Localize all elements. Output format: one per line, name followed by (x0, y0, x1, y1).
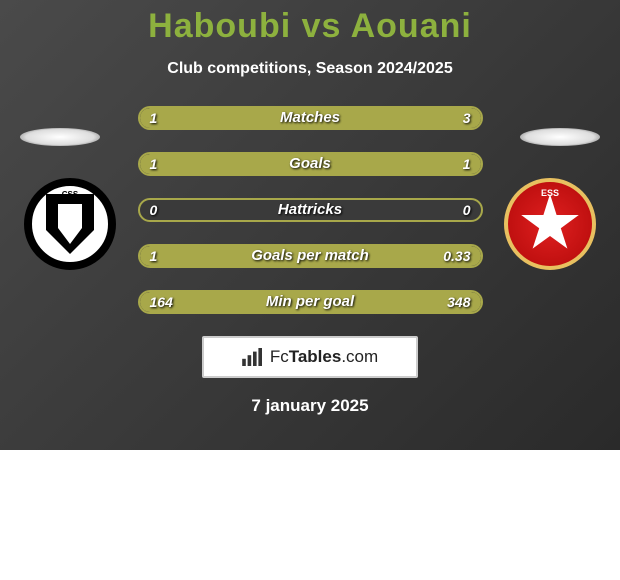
stat-row-matches: 1 Matches 3 (138, 106, 483, 130)
stat-row-goals: 1 Goals 1 (138, 152, 483, 176)
stat-fill-right (395, 246, 480, 266)
player-left-shadow (20, 128, 100, 146)
fctables-logo-text: FcTables.com (270, 347, 378, 367)
stat-value-left: 0 (150, 200, 158, 220)
fctables-logo: FcTables.com (202, 336, 418, 378)
stat-fill-left (140, 246, 396, 266)
stat-row-hattricks: 0 Hattricks 0 (138, 198, 483, 222)
infographic-container: Haboubi vs Aouani Club competitions, Sea… (0, 0, 620, 450)
logo-main: Tables (289, 347, 342, 366)
player-right-shadow (520, 128, 600, 146)
stat-fill-left (140, 108, 225, 128)
stat-fill-right (310, 154, 481, 174)
logo-suffix: .com (341, 347, 378, 366)
stats-bars: 1 Matches 3 1 Goals 1 0 Hattricks 0 1 Go… (138, 106, 483, 314)
stat-fill-right (225, 108, 481, 128)
stat-fill-left (140, 154, 311, 174)
club-badge-right-star-icon (520, 194, 580, 254)
stat-value-right: 0 (463, 200, 471, 220)
stat-fill-right (249, 292, 481, 312)
club-badge-right: ESS (504, 178, 596, 270)
stat-fill-left (140, 292, 249, 312)
club-badge-left: CSS (24, 178, 116, 270)
logo-prefix: Fc (270, 347, 289, 366)
fctables-bars-icon (242, 348, 264, 366)
stat-row-goals-per-match: 1 Goals per match 0.33 (138, 244, 483, 268)
stat-row-min-per-goal: 164 Min per goal 348 (138, 290, 483, 314)
infographic-date: 7 january 2025 (0, 396, 620, 416)
page-subtitle: Club competitions, Season 2024/2025 (0, 60, 620, 78)
club-badge-left-shield-icon (46, 194, 94, 254)
stat-label: Hattricks (140, 200, 481, 220)
page-title: Haboubi vs Aouani (0, 7, 620, 46)
